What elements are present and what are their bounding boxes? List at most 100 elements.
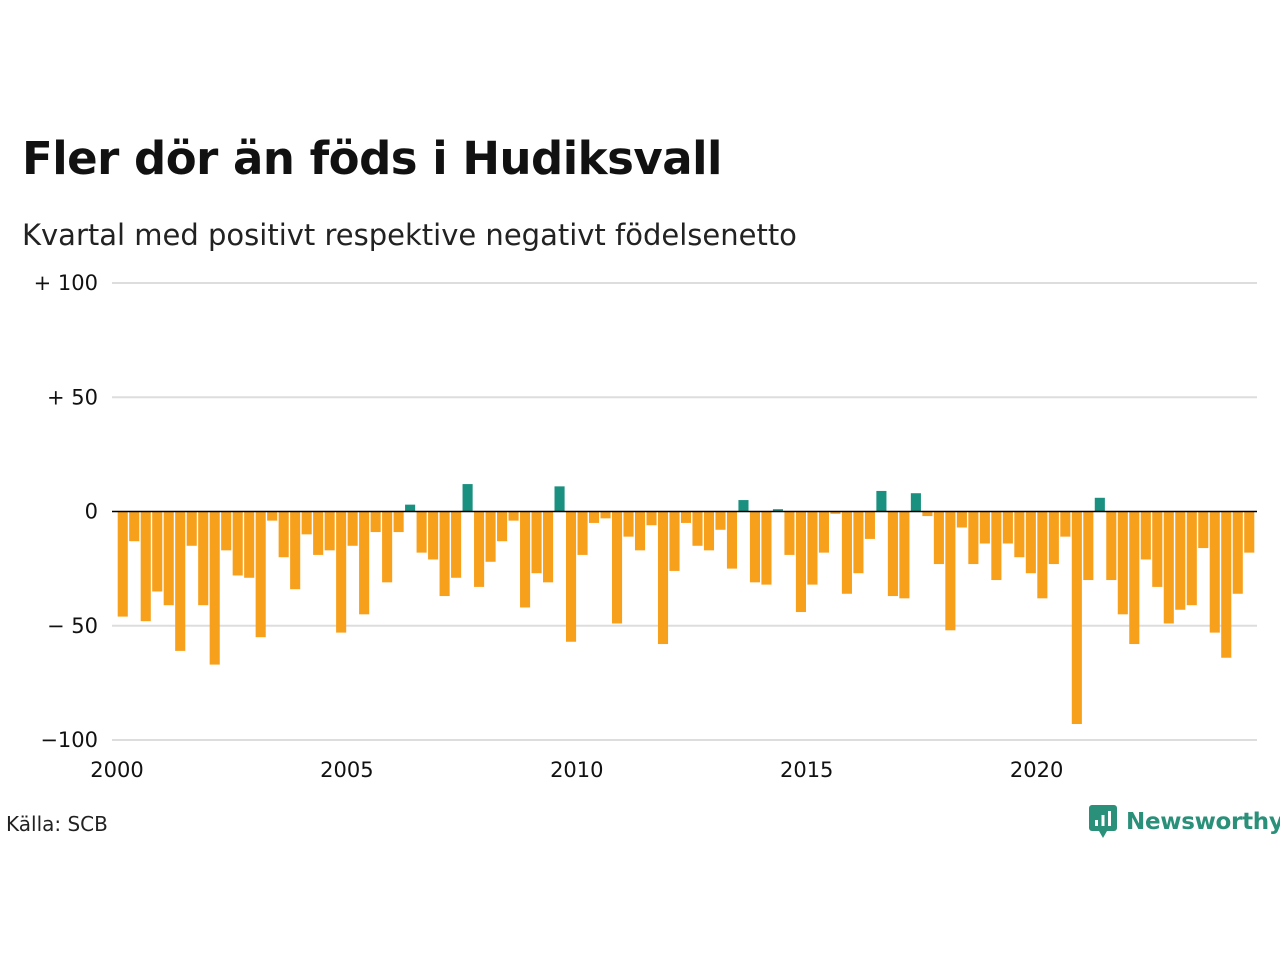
bar [680, 511, 692, 523]
bar [428, 511, 439, 560]
bar [1025, 511, 1036, 574]
y-tick-label: − 50 [47, 614, 98, 638]
bar [703, 511, 715, 551]
bar [359, 511, 370, 615]
bar [830, 511, 841, 514]
bar [1037, 511, 1048, 599]
bar [416, 511, 427, 553]
bar [393, 511, 404, 533]
x-tick-label: 2010 [550, 758, 603, 782]
chart-title: Fler dör än föds i Hudiksvall [22, 132, 722, 185]
bar [439, 511, 450, 597]
bar [566, 511, 577, 642]
bar [945, 511, 956, 631]
bar [255, 511, 266, 638]
source-note: Källa: SCB [6, 812, 108, 836]
x-tick-label: 2020 [1010, 758, 1063, 782]
bar [1094, 497, 1105, 512]
bar [313, 511, 324, 555]
brand-logo: Newsworthy [1088, 804, 1280, 840]
x-tick-label: 2005 [320, 758, 373, 782]
bar [1163, 511, 1174, 624]
bar [336, 511, 347, 633]
bar [669, 511, 680, 571]
bar [784, 511, 795, 555]
bar [818, 511, 829, 553]
bar [290, 511, 301, 590]
bar [1198, 511, 1209, 549]
bar [370, 511, 381, 533]
bar [451, 511, 462, 578]
bar [1083, 511, 1094, 581]
bar [1175, 511, 1186, 610]
bar [1048, 511, 1059, 565]
bar [1140, 511, 1151, 560]
bar [910, 493, 921, 512]
bar [1244, 511, 1255, 553]
bar [221, 511, 232, 551]
bar [1002, 511, 1013, 544]
bar [163, 511, 174, 606]
bar [1221, 511, 1232, 658]
bar [278, 511, 289, 558]
bar [232, 511, 243, 576]
x-tick-label: 2015 [780, 758, 833, 782]
gridlines [112, 282, 1257, 741]
bar [152, 511, 163, 592]
bar [1117, 511, 1128, 615]
bar [129, 511, 140, 542]
bar-chart: + 100 + 50 0 − 50 −100 2000 2005 2010 2015 2020 [34, 271, 1257, 782]
bar [1014, 511, 1025, 558]
bar [853, 511, 864, 574]
bar [198, 511, 209, 606]
bar [807, 511, 818, 585]
bar [979, 511, 990, 544]
bar [520, 511, 531, 608]
bar [1071, 511, 1082, 725]
bar [462, 484, 473, 512]
bar [140, 511, 151, 622]
y-tick-label: + 50 [47, 385, 98, 409]
bar [749, 511, 761, 583]
bar [899, 511, 910, 599]
bars [117, 484, 1255, 725]
newsworthy-logo-icon [1089, 805, 1117, 838]
bar [474, 511, 485, 587]
bar [761, 511, 772, 585]
bar [887, 511, 898, 597]
chart-subtitle: Kvartal med positivt respektive negativt… [22, 218, 797, 252]
bar [577, 511, 588, 555]
bar [267, 511, 278, 521]
bar [382, 511, 393, 583]
bar [876, 490, 887, 512]
bar [1186, 511, 1197, 606]
bar [1209, 511, 1220, 633]
bar [209, 511, 220, 665]
bar [588, 511, 600, 523]
bar [956, 511, 967, 528]
bar [1106, 511, 1117, 581]
bar [968, 511, 979, 565]
y-axis-labels: + 100 + 50 0 − 50 −100 [34, 271, 98, 752]
x-axis-labels: 2000 2005 2010 2015 2020 [90, 758, 1063, 782]
bar [531, 511, 542, 574]
bar [611, 511, 623, 624]
bar [795, 511, 806, 613]
bar [175, 511, 186, 651]
bar [244, 511, 255, 578]
bar [692, 511, 703, 546]
bar [497, 511, 508, 542]
bar [405, 504, 416, 512]
bar [1060, 511, 1071, 537]
y-tick-label: −100 [40, 728, 98, 752]
bar [646, 511, 657, 526]
bar [1232, 511, 1243, 594]
bar [623, 511, 634, 537]
brand-name: Newsworthy [1126, 809, 1280, 835]
bar [485, 511, 496, 562]
bar [301, 511, 312, 535]
bar [991, 511, 1002, 581]
bar [1129, 511, 1140, 645]
bar [508, 511, 519, 521]
bar [543, 511, 554, 583]
